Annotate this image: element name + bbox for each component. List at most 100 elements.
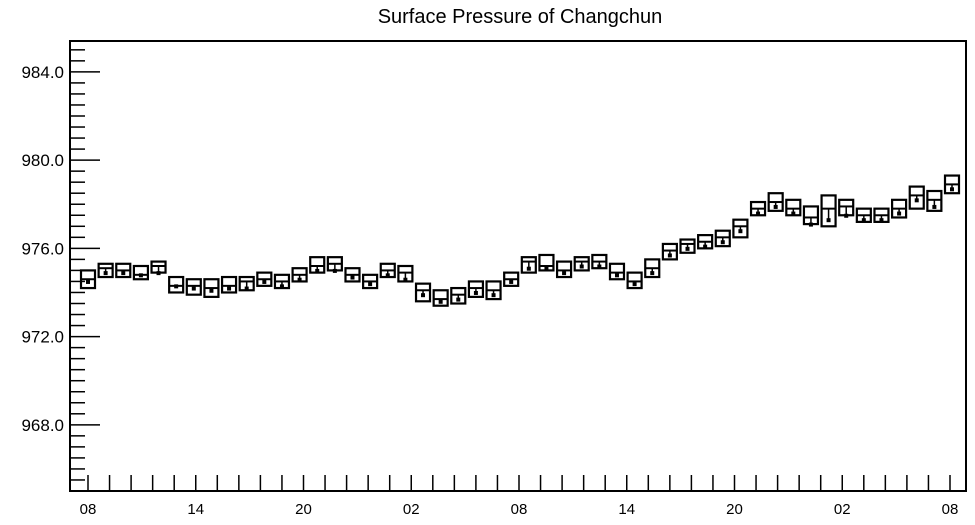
- x-tick-label: 08: [942, 501, 959, 518]
- box-item: [115, 262, 132, 279]
- mean-marker: [332, 268, 337, 273]
- mean-marker: [138, 273, 143, 278]
- box-item: [608, 262, 626, 281]
- box-item: [802, 205, 820, 227]
- box-item: [908, 185, 925, 210]
- box-item: [326, 256, 343, 273]
- x-tick-label: 08: [80, 501, 97, 518]
- box-item: [820, 194, 837, 228]
- box: [414, 282, 432, 303]
- box: [714, 229, 731, 248]
- box-item: [220, 275, 238, 294]
- box-item: [873, 207, 890, 223]
- x-tick-label: 08: [511, 501, 528, 518]
- box-item: [573, 256, 590, 272]
- mean-marker: [650, 271, 655, 276]
- box: [168, 275, 185, 294]
- y-tick-label: 968.0: [21, 416, 64, 435]
- mean-marker: [456, 297, 461, 302]
- mean-marker: [156, 271, 161, 276]
- box: [608, 262, 626, 281]
- box-item: [362, 273, 379, 290]
- y-tick-label: 972.0: [21, 328, 64, 347]
- mean-marker: [791, 211, 796, 216]
- mean-marker: [174, 284, 179, 289]
- box-item: [926, 189, 943, 212]
- box-item: [749, 200, 767, 217]
- mean-marker: [861, 218, 866, 223]
- box-item: [591, 253, 608, 270]
- box-item: [344, 267, 361, 283]
- x-tick-label: 14: [618, 501, 635, 518]
- box-series: [79, 174, 961, 307]
- box-item: [185, 278, 202, 296]
- y-tick-label: 980.0: [21, 151, 64, 170]
- mean-marker: [738, 229, 743, 234]
- mean-marker: [315, 268, 320, 273]
- plot-frame: [69, 40, 967, 492]
- box-item: [150, 260, 167, 276]
- box: [520, 256, 537, 274]
- box-item: [203, 278, 220, 298]
- box: [661, 242, 678, 261]
- box-item: [291, 267, 308, 283]
- box: [132, 264, 149, 281]
- box-item: [414, 282, 432, 303]
- mean-marker: [491, 293, 496, 298]
- box-item: [785, 198, 802, 217]
- mean-marker: [86, 279, 90, 284]
- mean-marker: [262, 279, 267, 284]
- box: [926, 189, 943, 212]
- mean-marker: [844, 213, 849, 218]
- box-item: [943, 174, 961, 195]
- mean-marker: [403, 277, 408, 282]
- mean-marker: [720, 240, 725, 245]
- box-item: [256, 271, 273, 287]
- box: [626, 271, 643, 290]
- box-item: [697, 234, 714, 250]
- mean-marker: [279, 284, 284, 289]
- mean-marker: [685, 246, 690, 251]
- box: [908, 185, 925, 210]
- mean-marker: [227, 286, 232, 291]
- box-item: [714, 229, 731, 248]
- box-item: [732, 218, 749, 239]
- box-item: [450, 286, 467, 305]
- mean-marker: [103, 271, 108, 276]
- box-item: [679, 238, 696, 254]
- mean-marker: [244, 286, 249, 291]
- box: [97, 262, 114, 279]
- mean-marker: [773, 204, 778, 209]
- box-item: [855, 207, 872, 223]
- mean-marker: [438, 299, 443, 304]
- box-item: [168, 275, 185, 294]
- mean-marker: [579, 264, 584, 269]
- box-item: [309, 256, 326, 274]
- x-axis: 08 14 20 02 08 14 20 02 08: [80, 475, 959, 518]
- mean-marker: [121, 271, 126, 276]
- mean-marker: [897, 211, 902, 216]
- box-item: [520, 256, 537, 274]
- mean-marker: [526, 266, 531, 271]
- mean-marker: [756, 211, 761, 216]
- y-axis: 968.0 972.0 976.0 980.0 984.0: [21, 49, 100, 492]
- mean-marker: [191, 286, 196, 291]
- mean-marker: [368, 282, 373, 287]
- box: [185, 278, 202, 296]
- mean-marker: [297, 277, 302, 282]
- mean-marker: [614, 273, 619, 278]
- x-tick-label: 02: [403, 501, 420, 518]
- mean-marker: [544, 266, 549, 271]
- box-item: [555, 260, 573, 279]
- box-item: [644, 258, 661, 279]
- box: [820, 194, 837, 228]
- mean-marker: [914, 198, 919, 203]
- box-item: [273, 273, 291, 290]
- mean-marker: [703, 244, 708, 249]
- mean-marker: [509, 279, 514, 284]
- box-item: [891, 198, 908, 219]
- box: [555, 260, 573, 279]
- x-tick-label: 20: [295, 501, 312, 518]
- mean-marker: [209, 288, 214, 293]
